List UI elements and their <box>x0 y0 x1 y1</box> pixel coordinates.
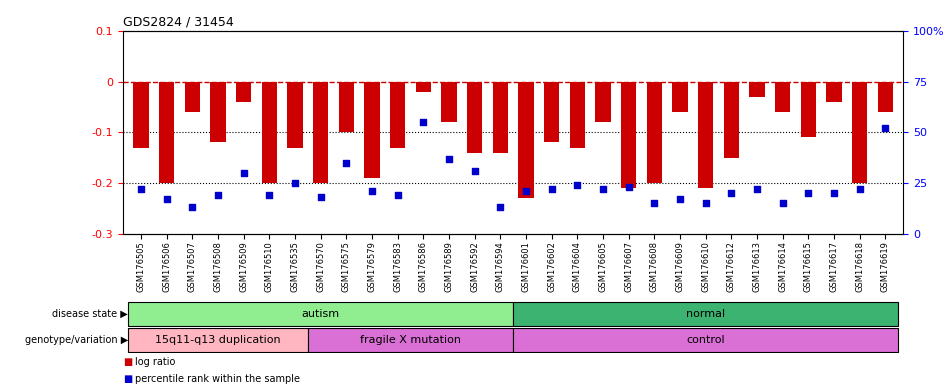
Point <box>518 188 534 194</box>
Point <box>647 200 662 207</box>
Bar <box>159 81 174 183</box>
Bar <box>544 81 559 142</box>
Point <box>442 156 457 162</box>
Point <box>288 180 303 186</box>
Text: control: control <box>687 335 725 345</box>
Point <box>210 192 225 198</box>
Point <box>878 125 893 131</box>
Bar <box>518 81 534 198</box>
Bar <box>236 81 252 102</box>
Text: normal: normal <box>686 309 726 319</box>
Point <box>622 184 637 190</box>
Bar <box>339 81 354 132</box>
Bar <box>128 328 307 352</box>
Point <box>827 190 842 196</box>
Point <box>724 190 739 196</box>
Point <box>262 192 277 198</box>
Bar <box>442 81 457 122</box>
Point <box>544 186 559 192</box>
Point <box>775 200 790 207</box>
Bar <box>128 302 513 326</box>
Point <box>698 200 713 207</box>
Bar <box>513 302 899 326</box>
Point <box>493 204 508 210</box>
Bar <box>749 81 764 97</box>
Bar <box>184 81 200 112</box>
Text: 15q11-q13 duplication: 15q11-q13 duplication <box>155 335 281 345</box>
Point <box>467 168 482 174</box>
Bar <box>724 81 739 158</box>
Point <box>673 196 688 202</box>
Point <box>801 190 816 196</box>
Bar <box>493 81 508 152</box>
Bar <box>513 328 899 352</box>
Text: genotype/variation ▶: genotype/variation ▶ <box>25 335 128 345</box>
Bar <box>647 81 662 183</box>
Bar <box>288 81 303 147</box>
Point <box>236 170 252 176</box>
Bar <box>313 81 328 183</box>
Bar <box>878 81 893 112</box>
Bar <box>262 81 277 183</box>
Text: percentile rank within the sample: percentile rank within the sample <box>135 374 300 384</box>
Bar <box>569 81 585 147</box>
Point <box>364 188 379 194</box>
Point <box>749 186 764 192</box>
Text: fragile X mutation: fragile X mutation <box>360 335 461 345</box>
Text: ■: ■ <box>123 374 132 384</box>
Bar <box>698 81 713 188</box>
Point <box>159 196 174 202</box>
Point <box>339 160 354 166</box>
Bar <box>775 81 791 112</box>
Point <box>569 182 585 188</box>
Point <box>313 194 328 200</box>
Bar <box>827 81 842 102</box>
Bar <box>210 81 226 142</box>
Bar <box>390 81 406 147</box>
Bar <box>307 328 513 352</box>
Bar <box>467 81 482 152</box>
Text: ■: ■ <box>123 357 132 367</box>
Bar <box>852 81 867 183</box>
Point <box>852 186 867 192</box>
Bar <box>800 81 816 137</box>
Bar <box>415 81 431 92</box>
Text: log ratio: log ratio <box>135 357 176 367</box>
Point <box>595 186 610 192</box>
Bar <box>364 81 379 178</box>
Text: autism: autism <box>302 309 340 319</box>
Point <box>133 186 149 192</box>
Bar <box>673 81 688 112</box>
Bar <box>133 81 149 147</box>
Point <box>184 204 200 210</box>
Bar <box>595 81 611 122</box>
Text: disease state ▶: disease state ▶ <box>52 309 128 319</box>
Text: GDS2824 / 31454: GDS2824 / 31454 <box>123 15 234 28</box>
Point <box>416 119 431 125</box>
Bar <box>621 81 637 188</box>
Point <box>390 192 405 198</box>
